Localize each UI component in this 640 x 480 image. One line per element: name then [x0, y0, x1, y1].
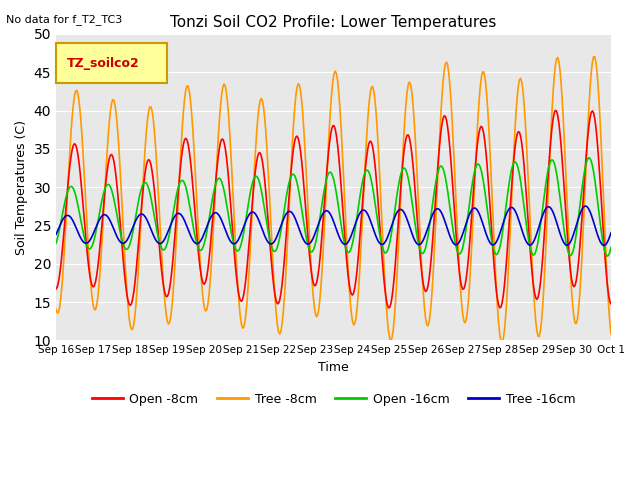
- Text: No data for f_T2_TC3: No data for f_T2_TC3: [6, 14, 123, 25]
- Text: TZ_soilco2: TZ_soilco2: [67, 57, 140, 70]
- X-axis label: Time: Time: [318, 361, 349, 374]
- FancyBboxPatch shape: [56, 43, 167, 83]
- Legend: Open -8cm, Tree -8cm, Open -16cm, Tree -16cm: Open -8cm, Tree -8cm, Open -16cm, Tree -…: [87, 388, 580, 411]
- Title: Tonzi Soil CO2 Profile: Lower Temperatures: Tonzi Soil CO2 Profile: Lower Temperatur…: [170, 15, 497, 30]
- Y-axis label: Soil Temperatures (C): Soil Temperatures (C): [15, 120, 28, 255]
